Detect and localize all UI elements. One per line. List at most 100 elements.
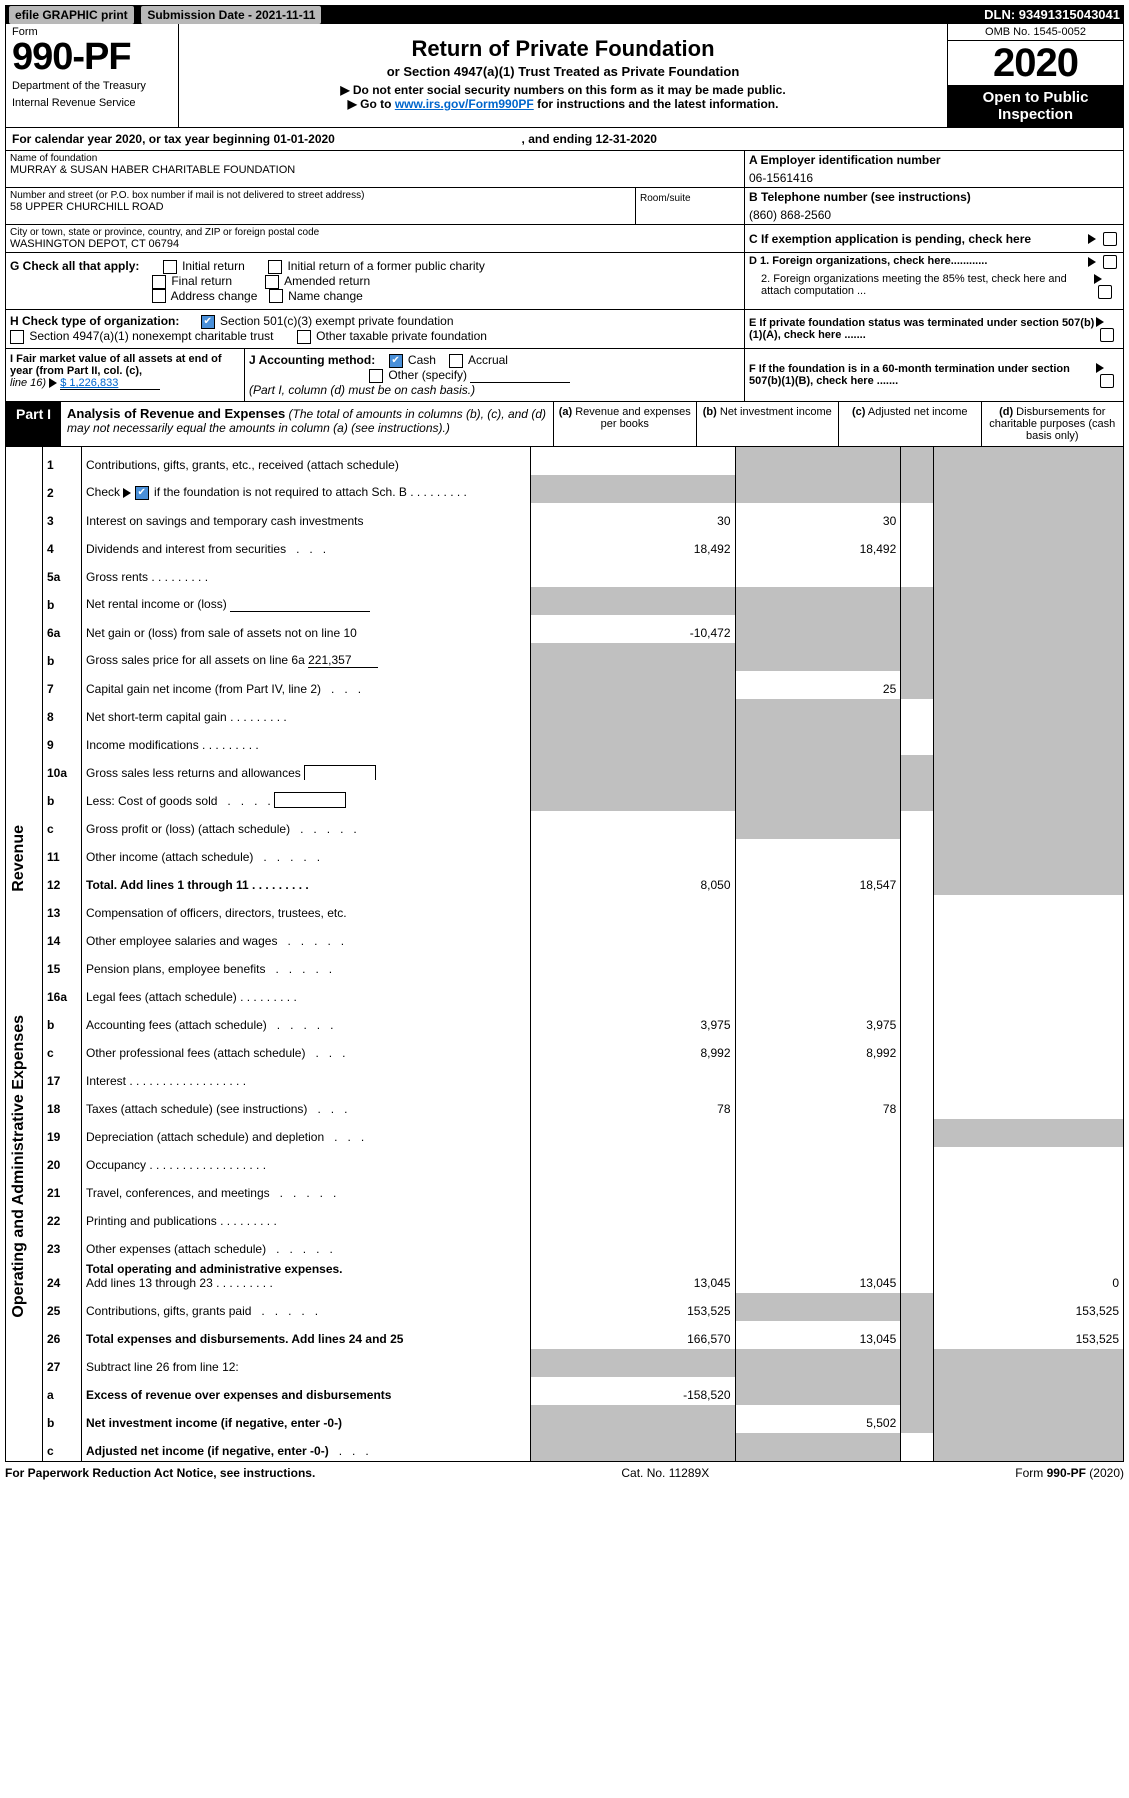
table-row: 20Occupancy . . . . . . . . . . . . . . … bbox=[6, 1147, 1124, 1175]
form-subtitle: or Section 4947(a)(1) Trust Treated as P… bbox=[185, 64, 941, 79]
checkbox-name[interactable] bbox=[269, 289, 283, 303]
opex-label: Operating and Administrative Expenses bbox=[10, 1015, 28, 1318]
checkbox-e[interactable] bbox=[1100, 328, 1114, 342]
line-no: 9 bbox=[43, 727, 82, 755]
name-label: Name of foundation bbox=[10, 153, 740, 164]
cell-value: 13,045 bbox=[735, 1321, 901, 1349]
cell-value: 8,050 bbox=[531, 867, 736, 895]
table-row: cAdjusted net income (if negative, enter… bbox=[6, 1433, 1124, 1462]
table-row: 10aGross sales less returns and allowanc… bbox=[6, 755, 1124, 783]
checkbox-accrual[interactable] bbox=[449, 354, 463, 368]
line-desc: Net investment income (if negative, ente… bbox=[82, 1405, 531, 1433]
line-desc: Net rental income or (loss) bbox=[82, 587, 531, 615]
line-desc: Net gain or (loss) from sale of assets n… bbox=[82, 615, 531, 643]
table-row: 14Other employee salaries and wages . . … bbox=[6, 923, 1124, 951]
line-desc: Occupancy . . . . . . . . . . . . . . . … bbox=[82, 1147, 531, 1175]
efile-badge: efile GRAPHIC print bbox=[9, 6, 134, 24]
line-desc: Total. Add lines 1 through 11 . . . . . … bbox=[82, 867, 531, 895]
j-label: J Accounting method: bbox=[249, 353, 375, 367]
line-no: c bbox=[43, 1035, 82, 1063]
cell-value: 0 bbox=[933, 1259, 1123, 1293]
dept-treasury: Department of the Treasury bbox=[12, 80, 172, 93]
revenue-label: Revenue bbox=[10, 825, 28, 892]
addr-label: Number and street (or P.O. box number if… bbox=[10, 190, 631, 201]
line-no: b bbox=[43, 1405, 82, 1433]
checkbox-sch-b[interactable] bbox=[135, 486, 149, 500]
checkbox-initial-former[interactable] bbox=[268, 260, 282, 274]
checkbox-c[interactable] bbox=[1103, 232, 1117, 246]
table-row: 16aLegal fees (attach schedule) . . . . … bbox=[6, 979, 1124, 1007]
form-title: Return of Private Foundation bbox=[185, 36, 941, 62]
checkbox-d2[interactable] bbox=[1098, 285, 1112, 299]
i-line16: line 16) bbox=[10, 377, 46, 389]
table-row: 26Total expenses and disbursements. Add … bbox=[6, 1321, 1124, 1349]
checkbox-final[interactable] bbox=[152, 275, 166, 289]
cell-value: 13,045 bbox=[531, 1259, 736, 1293]
cell-value: 8,992 bbox=[531, 1035, 736, 1063]
j-cash: Cash bbox=[408, 353, 436, 367]
line-no: c bbox=[43, 811, 82, 839]
cal-label: For calendar year 2020, or tax year begi… bbox=[12, 132, 273, 146]
checkbox-address[interactable] bbox=[152, 289, 166, 303]
table-row: bAccounting fees (attach schedule) . . .… bbox=[6, 1007, 1124, 1035]
line-desc: Compensation of officers, directors, tru… bbox=[82, 895, 531, 923]
part-badge: Part I bbox=[6, 402, 61, 446]
line-desc: Other expenses (attach schedule) . . . .… bbox=[82, 1231, 531, 1259]
checkbox-d1[interactable] bbox=[1103, 255, 1117, 269]
submission-badge: Submission Date - 2021-11-11 bbox=[141, 6, 321, 24]
id-row-ijf: I Fair market value of all assets at end… bbox=[5, 349, 1124, 402]
line-no: c bbox=[43, 1433, 82, 1462]
table-row: 17Interest . . . . . . . . . . . . . . .… bbox=[6, 1063, 1124, 1091]
line-desc: Taxes (attach schedule) (see instruction… bbox=[82, 1091, 531, 1119]
checkbox-other-acct[interactable] bbox=[369, 369, 383, 383]
cell-value: 3,975 bbox=[531, 1007, 736, 1035]
table-row: bNet investment income (if negative, ent… bbox=[6, 1405, 1124, 1433]
line-no: 15 bbox=[43, 951, 82, 979]
line-no: b bbox=[43, 1007, 82, 1035]
g-opt-1: Initial return of a former public charit… bbox=[287, 259, 484, 273]
fmv-value[interactable]: $ 1,226,833 bbox=[60, 377, 160, 390]
checkbox-cash[interactable] bbox=[389, 354, 403, 368]
omb-number: OMB No. 1545-0052 bbox=[948, 24, 1123, 41]
note-goto-post: for instructions and the latest informat… bbox=[534, 97, 779, 111]
id-row-g: G Check all that apply: Initial return I… bbox=[5, 253, 1124, 310]
footer-mid: Cat. No. 11289X bbox=[621, 1466, 709, 1480]
footer-right: Form 990-PF (2020) bbox=[1015, 1466, 1124, 1480]
line-desc: Gross rents . . . . . . . . . bbox=[82, 559, 531, 587]
arrow-icon bbox=[49, 378, 57, 388]
ein-value: 06-1561416 bbox=[749, 167, 1119, 185]
e-label: E If private foundation status was termi… bbox=[749, 317, 1096, 341]
table-row: 9Income modifications . . . . . . . . . bbox=[6, 727, 1124, 755]
line-no: 10a bbox=[43, 755, 82, 783]
cell-value: 25 bbox=[735, 671, 901, 699]
line-no: 16a bbox=[43, 979, 82, 1007]
line-desc: Interest . . . . . . . . . . . . . . . .… bbox=[82, 1063, 531, 1091]
g-opt-0: Initial return bbox=[182, 259, 245, 273]
checkbox-501c3[interactable] bbox=[201, 315, 215, 329]
line-desc: Other employee salaries and wages . . . … bbox=[82, 923, 531, 951]
checkbox-initial[interactable] bbox=[163, 260, 177, 274]
room-label: Room/suite bbox=[640, 193, 691, 204]
line-desc: Depreciation (attach schedule) and deple… bbox=[82, 1119, 531, 1147]
checkbox-f[interactable] bbox=[1100, 374, 1114, 388]
cell-value: 166,570 bbox=[531, 1321, 736, 1349]
irs-link[interactable]: www.irs.gov/Form990PF bbox=[395, 97, 534, 111]
table-row: 22Printing and publications . . . . . . … bbox=[6, 1203, 1124, 1231]
checkbox-other-taxable[interactable] bbox=[297, 330, 311, 344]
checkbox-4947[interactable] bbox=[10, 330, 24, 344]
cell-value: 13,045 bbox=[735, 1259, 901, 1293]
line-no: 21 bbox=[43, 1175, 82, 1203]
g-label: G Check all that apply: bbox=[10, 259, 139, 273]
checkbox-amended[interactable] bbox=[265, 275, 279, 289]
h-opt-3: Other taxable private foundation bbox=[316, 329, 487, 343]
line-desc: Interest on savings and temporary cash i… bbox=[82, 503, 531, 531]
line-desc: Legal fees (attach schedule) . . . . . .… bbox=[82, 979, 531, 1007]
part1-table: Revenue 1Contributions, gifts, grants, e… bbox=[5, 447, 1124, 1462]
form-number: 990-PF bbox=[12, 38, 172, 76]
cell-value: -158,520 bbox=[531, 1377, 736, 1405]
line-desc: Contributions, gifts, grants, etc., rece… bbox=[82, 447, 531, 475]
line-no: 4 bbox=[43, 531, 82, 559]
line-desc: Check if the foundation is not required … bbox=[82, 475, 531, 503]
line-desc: Income modifications . . . . . . . . . bbox=[82, 727, 531, 755]
line-no: 14 bbox=[43, 923, 82, 951]
